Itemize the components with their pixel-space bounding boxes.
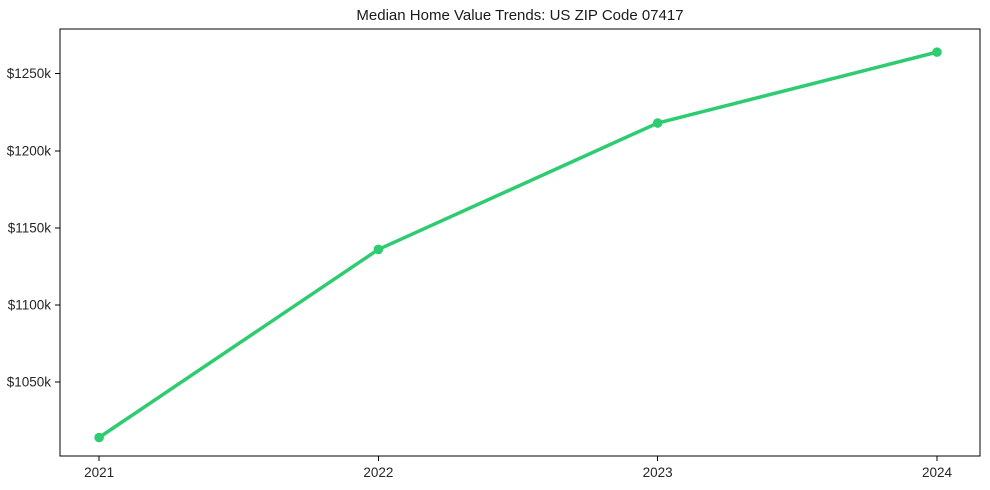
- y-tick-label: $1100k: [8, 297, 52, 312]
- y-tick-label: $1050k: [7, 375, 52, 390]
- data-point-2023: [652, 118, 663, 128]
- chart-title: Median Home Value Trends: US ZIP Code 07…: [356, 7, 684, 24]
- y-tick-label: $1200k: [7, 143, 52, 158]
- y-tick-label: $1150k: [8, 220, 52, 235]
- x-tick-label: 2023: [643, 465, 673, 480]
- y-tick-label: $1250k: [7, 66, 52, 81]
- data-point-2024: [932, 47, 942, 57]
- data-point-2022: [373, 244, 384, 255]
- x-tick-label: 2024: [922, 465, 953, 480]
- x-tick-label: 2021: [84, 465, 114, 480]
- data-point-2021: [94, 432, 104, 443]
- plot-border: [59, 28, 981, 457]
- x-tick-label: 2022: [363, 465, 393, 480]
- trend-line: [97, 50, 939, 440]
